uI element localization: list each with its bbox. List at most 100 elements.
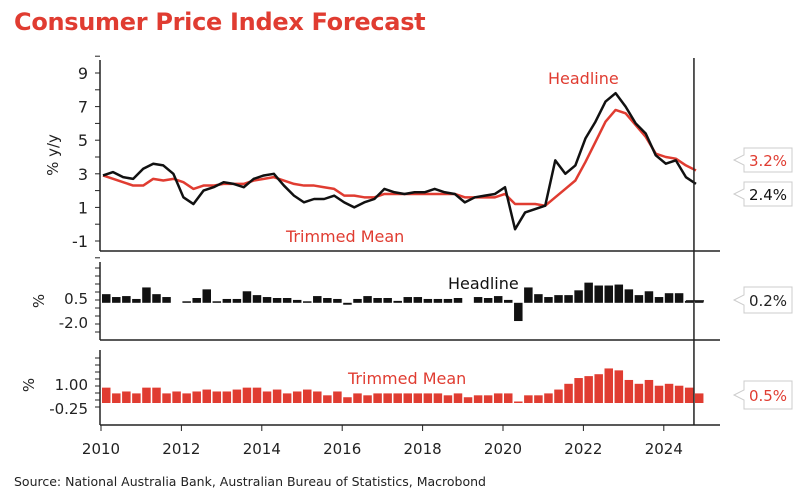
headline-qq-bar — [202, 289, 211, 303]
headline-bar-annotation: Headline — [448, 274, 519, 293]
headline-qq-bar — [514, 302, 523, 322]
headline-qq-bar — [423, 298, 433, 303]
headline-qq-bar — [594, 285, 603, 303]
trimmed-mean-qq-bar — [202, 389, 211, 403]
trimmed-mean-qq-bar — [373, 393, 382, 403]
trimmed-mean-qq-bar — [423, 393, 433, 403]
trimmed-mean-qq-bar — [453, 393, 463, 403]
y-tick-label: -0.25 — [49, 400, 88, 418]
headline-qq-bar — [323, 298, 332, 303]
x-tick-label: 2014 — [243, 440, 281, 458]
trimmed-mean-line — [102, 108, 697, 207]
headline-qq-bar — [282, 298, 292, 303]
trimmed-mean-qq-bar — [433, 393, 443, 403]
headline-qq-bar — [574, 290, 583, 303]
headline-qq-bar — [353, 298, 362, 303]
headline-qq-bar — [313, 296, 322, 303]
trimmed-mean-qq-bar — [252, 387, 262, 403]
headline-qq-bar — [684, 300, 694, 303]
trimmed-mean-qq-bar — [604, 368, 613, 403]
headline-qq-bar — [393, 300, 402, 303]
headline-qq-bar — [634, 295, 644, 303]
headline-qq-bar — [222, 298, 232, 303]
trimmed-mean-qq-bar — [313, 391, 322, 403]
y-tick-label: 3 — [78, 165, 88, 184]
headline-qq-bar — [272, 298, 282, 303]
headline-qq-bar — [433, 298, 443, 303]
trimmed-mean-qq-bar — [272, 389, 282, 403]
headline-qq-bar — [232, 298, 242, 303]
headline-qq-callout-box — [732, 286, 793, 314]
headline-qq-bar — [504, 299, 513, 303]
source-note: Source: National Australia Bank, Austral… — [14, 474, 486, 489]
trimmed-mean-qq-bar — [493, 393, 503, 403]
x-tick-label: 2010 — [82, 440, 120, 458]
trimmed-mean-qq-bar — [564, 383, 573, 403]
trimmed-mean-qq-bar — [112, 393, 121, 403]
trimmed-mean-annotation: Trimmed Mean — [285, 227, 404, 246]
trimmed-mean-qq-bar — [674, 385, 684, 403]
trimmed-mean-qq-bar — [644, 379, 654, 403]
trimmed-mean-qq-bar — [292, 391, 302, 403]
trimmed-mean-qq-bar — [594, 374, 603, 403]
headline-qq-bar — [162, 297, 171, 303]
headline-qq-bar — [534, 294, 543, 303]
headline-qq-bar — [524, 287, 533, 303]
headline-qq-bar — [112, 297, 121, 303]
trimmed-mean-qq-bar — [102, 387, 111, 403]
trimmed-mean-qq-bar — [353, 393, 362, 403]
x-tick-label: 2018 — [404, 440, 442, 458]
headline-qq-bar — [584, 282, 593, 303]
trimmed-mean-qq-bar — [262, 391, 272, 403]
headline-qq-bar — [192, 298, 201, 303]
trimmed-mean-qq-bar — [524, 395, 533, 403]
headline-qq-bar — [182, 301, 191, 303]
headline-qq-bar — [624, 289, 634, 303]
trimmed-mean-qq-bar — [383, 393, 392, 403]
headline-qq-bar — [122, 296, 131, 303]
headline-qq-bar — [102, 294, 111, 303]
headline-qq-bar — [483, 298, 493, 303]
trimmed-mean-qq-bar — [544, 393, 553, 403]
chart-title: Consumer Price Index Forecast — [14, 8, 426, 36]
headline-qq-bar — [604, 285, 613, 303]
trimmed-mean-qq-bar — [463, 397, 473, 403]
trimmed-mean-qq-bar — [473, 395, 483, 403]
trimmed-mean-qq-bar — [333, 391, 342, 403]
trimmed-mean-qq-bar — [152, 387, 161, 403]
trimmed-mean-qq-bar — [514, 401, 523, 403]
headline-qq-bar — [493, 296, 503, 303]
trimmed-mean-qq-bar — [323, 395, 332, 403]
headline-qq-bar — [132, 298, 141, 303]
headline-qq-bar — [473, 297, 483, 303]
headline-qq-bar — [152, 294, 161, 303]
trimmed-mean-qq-bar — [694, 393, 704, 403]
trimmed-mean-qq-bar — [483, 395, 493, 403]
headline-qq-bar — [694, 300, 704, 303]
trimmed-mean-qq-bar — [393, 393, 402, 403]
trimmed-mean-callout-box — [732, 147, 793, 173]
trimmed-mean-qq-bar — [192, 391, 201, 403]
y-axis-label: % — [20, 378, 38, 392]
y-axis-label: % — [30, 294, 48, 308]
y-tick-label: 1.00 — [55, 376, 88, 394]
headline-qq-bar — [343, 302, 352, 305]
y-tick-label: -2.0 — [59, 314, 88, 332]
trimmed-mean-qq-callout: 0.5% — [749, 387, 787, 405]
headline-qq-bar — [443, 298, 453, 303]
headline-line — [102, 91, 697, 231]
trimmed-mean-qq-bar — [242, 387, 252, 403]
y-tick-label: 9 — [78, 64, 88, 83]
trimmed-mean-callout: 3.2% — [749, 152, 787, 170]
headline-annotation: Headline — [548, 69, 619, 88]
headline-qq-bar — [564, 295, 573, 303]
trimmed-mean-qq-bar — [303, 389, 312, 403]
trimmed-mean-qq-bar — [554, 389, 563, 403]
trimmed-mean-qq-bar — [232, 389, 242, 403]
x-tick-label: 2022 — [564, 440, 602, 458]
trimmed-mean-qq-bar — [684, 387, 694, 403]
headline-callout: 2.4% — [749, 186, 787, 204]
trimmed-mean-qq-callout-box — [732, 380, 793, 410]
trimmed-mean-qq-bar — [122, 391, 131, 403]
